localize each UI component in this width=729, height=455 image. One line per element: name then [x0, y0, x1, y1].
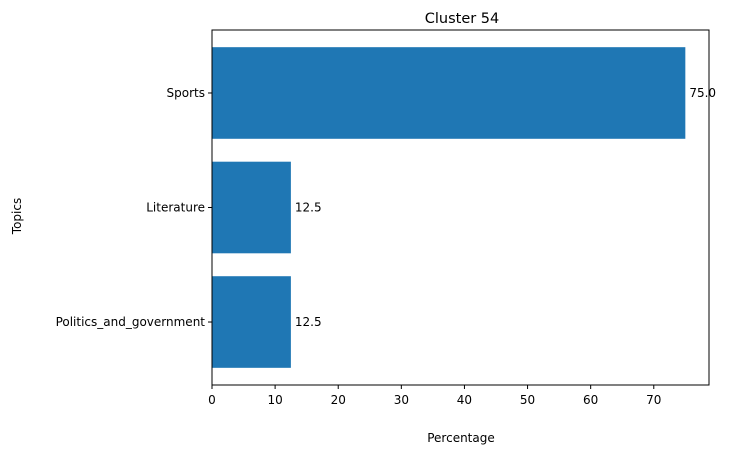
x-tick-label: 60	[583, 393, 598, 407]
data-label: 12.5	[295, 315, 322, 329]
data-label: 75.0	[689, 86, 716, 100]
x-axis-ticks: 0 10 20 30 40 50 60 70	[208, 385, 661, 407]
y-tick-label: Politics_and_government	[56, 315, 206, 329]
y-axis-ticks: Sports Literature Politics_and_government	[56, 86, 212, 329]
x-tick-label: 50	[520, 393, 535, 407]
y-axis-label: Topics	[10, 198, 24, 235]
x-tick-label: 30	[394, 393, 409, 407]
bars-layer	[212, 47, 686, 368]
x-tick-label: 10	[267, 393, 282, 407]
y-tick-label: Literature	[146, 201, 205, 215]
x-tick-label: 0	[208, 393, 216, 407]
x-tick-label: 20	[331, 393, 346, 407]
x-axis-label: Percentage	[427, 431, 495, 445]
y-tick-label: Sports	[167, 86, 205, 100]
bar-politics-and-government	[212, 276, 291, 368]
bar-literature	[212, 161, 291, 254]
x-tick-label: 40	[457, 393, 472, 407]
bar-sports	[212, 47, 686, 139]
x-tick-label: 70	[646, 393, 661, 407]
chart-title: Cluster 54	[425, 11, 500, 27]
data-labels: 75.0 12.5 12.5	[295, 86, 716, 329]
data-label: 12.5	[295, 201, 322, 215]
